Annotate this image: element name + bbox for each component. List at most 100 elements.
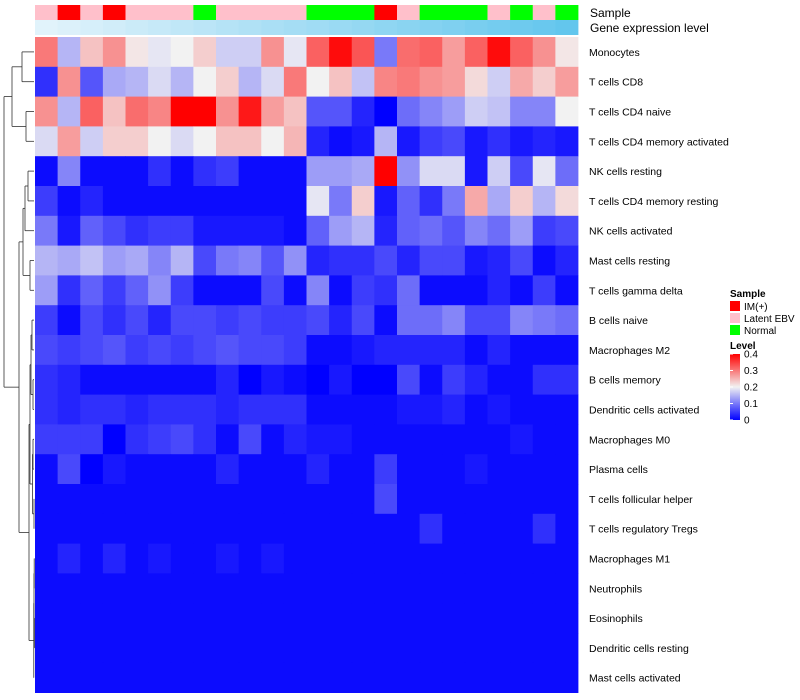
heatmap-cell: [80, 37, 104, 68]
heatmap-cell: [532, 126, 556, 157]
heatmap-cell: [125, 573, 149, 604]
gene-expression-annotation-cell: [148, 20, 172, 35]
heatmap-cell: [419, 66, 443, 97]
heatmap-cell: [193, 543, 217, 574]
heatmap-cell: [397, 633, 421, 664]
heatmap-cell: [102, 364, 126, 395]
heatmap-cell: [148, 454, 172, 485]
heatmap-cell: [464, 335, 488, 366]
heatmap-cell: [419, 126, 443, 157]
heatmap-cell: [419, 543, 443, 574]
heatmap-cell: [464, 454, 488, 485]
heatmap-cell: [57, 394, 81, 425]
heatmap-cell: [555, 662, 579, 693]
heatmap-cell: [35, 603, 59, 634]
heatmap-cell: [57, 126, 81, 157]
heatmap-cell: [125, 394, 149, 425]
heatmap-cell: [329, 275, 353, 306]
heatmap-cell: [532, 573, 556, 604]
heatmap-cell: [216, 513, 240, 544]
gene-expression-annotation-cell: [193, 20, 217, 35]
heatmap-cell: [283, 66, 307, 97]
heatmap-cell: [510, 156, 534, 187]
heatmap-cell: [329, 126, 353, 157]
heatmap-cell: [374, 215, 398, 246]
heatmap-cell: [510, 96, 534, 127]
heatmap-cell: [510, 543, 534, 574]
heatmap-cell: [102, 633, 126, 664]
heatmap-cell: [102, 573, 126, 604]
heatmap-cell: [442, 484, 466, 515]
heatmap-cell: [170, 573, 194, 604]
heatmap-cell: [148, 275, 172, 306]
heatmap-cell: [510, 633, 534, 664]
gene-expression-annotation-cell: [532, 20, 556, 35]
heatmap-cell: [148, 513, 172, 544]
heatmap-cell: [464, 245, 488, 276]
heatmap-cell: [283, 513, 307, 544]
heatmap-cell: [442, 96, 466, 127]
sample-annotation-cell: [555, 5, 579, 20]
heatmap-cell: [261, 335, 285, 366]
heatmap-cell: [57, 96, 81, 127]
heatmap-cell: [261, 37, 285, 68]
heatmap-cell: [374, 37, 398, 68]
heatmap-cell: [170, 305, 194, 336]
heatmap-cell: [261, 394, 285, 425]
heatmap-cell: [170, 275, 194, 306]
heatmap-cell: [329, 245, 353, 276]
row-label: Dendritic cells activated: [589, 405, 699, 417]
heatmap-cell: [419, 186, 443, 217]
heatmap-cell: [35, 633, 59, 664]
heatmap-cell: [351, 275, 375, 306]
heatmap-cell: [238, 484, 262, 515]
heatmap-cell: [510, 424, 534, 455]
heatmap-cell: [419, 633, 443, 664]
heatmap-cell: [329, 66, 353, 97]
heatmap-cell: [555, 543, 579, 574]
heatmap-cell: [510, 394, 534, 425]
heatmap-cell: [80, 394, 104, 425]
heatmap-cell: [102, 66, 126, 97]
heatmap-cell: [57, 245, 81, 276]
heatmap-cell: [57, 662, 81, 693]
heatmap-cell: [80, 573, 104, 604]
sample-annotation-cell: [35, 5, 59, 20]
heatmap-cell: [80, 633, 104, 664]
heatmap-cell: [216, 37, 240, 68]
heatmap-cell: [148, 543, 172, 574]
heatmap-cell: [306, 275, 330, 306]
heatmap-cell: [216, 305, 240, 336]
heatmap-cell: [442, 275, 466, 306]
heatmap-cell: [216, 126, 240, 157]
heatmap-cell: [351, 633, 375, 664]
heatmap-cell: [487, 305, 511, 336]
heatmap-cell: [442, 513, 466, 544]
heatmap-cell: [170, 335, 194, 366]
heatmap-cell: [283, 245, 307, 276]
gene-expression-annotation-cell: [419, 20, 443, 35]
heatmap-cell: [329, 156, 353, 187]
heatmap-cell: [261, 662, 285, 693]
heatmap-cell: [555, 186, 579, 217]
heatmap-cell: [193, 484, 217, 515]
heatmap-cell: [532, 633, 556, 664]
heatmap-cell: [510, 66, 534, 97]
heatmap-cell: [464, 126, 488, 157]
heatmap-cell: [487, 335, 511, 366]
heatmap-cell: [351, 603, 375, 634]
sample-annotation-cell: [238, 5, 262, 20]
heatmap-cell: [283, 633, 307, 664]
heatmap-cell: [80, 513, 104, 544]
heatmap-cell: [351, 424, 375, 455]
heatmap-cell: [487, 126, 511, 157]
heatmap-cell: [329, 394, 353, 425]
heatmap-cell: [216, 156, 240, 187]
heatmap-cell: [464, 543, 488, 574]
heatmap-cell: [170, 662, 194, 693]
heatmap-cell: [374, 186, 398, 217]
heatmap-cell: [419, 484, 443, 515]
heatmap-cell: [419, 394, 443, 425]
heatmap-cell: [532, 394, 556, 425]
sample-annotation-cell: [102, 5, 126, 20]
